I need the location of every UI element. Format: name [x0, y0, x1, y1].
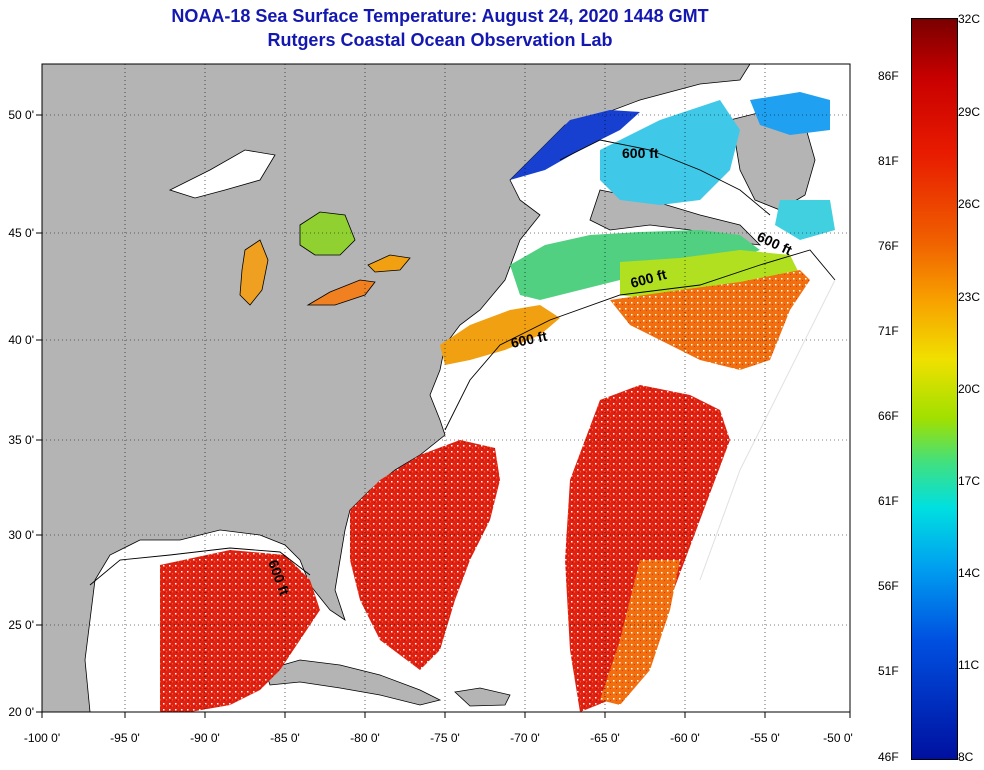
lake-erie: [306, 279, 376, 306]
temperature-colorbar: [911, 18, 958, 760]
lon-label: -75 0': [430, 731, 460, 745]
latitude-labels: 50 0' 45 0' 40 0' 35 0' 30 0' 25 0' 20 0…: [8, 108, 34, 719]
land-hispaniola: [454, 687, 511, 707]
sst-southeast-shelf: [350, 440, 500, 670]
sst-grand-banks: [775, 200, 835, 240]
lake-ontario: [367, 254, 411, 273]
graticule: [42, 64, 850, 712]
lat-label: 35 0': [8, 433, 34, 447]
colorbar-fahrenheit-label: 51F: [878, 664, 899, 678]
sst-mid-atlantic: [440, 305, 560, 365]
colorbar-fahrenheit-label: 81F: [878, 154, 899, 168]
colorbar-celsius-label: 20C: [958, 382, 981, 396]
lon-label: -95 0': [110, 731, 140, 745]
contour-label: 600 ft: [622, 145, 659, 161]
colorbar-fahrenheit-label: 56F: [878, 579, 899, 593]
colorbar-celsius-label: 23C: [958, 290, 981, 304]
longitude-labels: -100 0' -95 0' -90 0' -85 0' -80 0' -75 …: [24, 731, 853, 745]
lon-label: -70 0': [510, 731, 540, 745]
lake-huron: [299, 211, 356, 256]
colorbar-celsius-label: 14C: [958, 566, 981, 580]
sst-st-lawrence: [510, 110, 640, 180]
map-subtitle: Rutgers Coastal Ocean Observation Lab: [267, 30, 613, 50]
sst-sargasso-east: [565, 385, 730, 712]
lon-label: -60 0': [670, 731, 700, 745]
lon-label: -90 0': [190, 731, 220, 745]
lat-label: 50 0': [8, 108, 34, 122]
lon-label: -55 0': [750, 731, 780, 745]
sst-labrador: [750, 92, 830, 135]
land-cuba: [264, 659, 442, 706]
isobath-contour: [559, 139, 771, 216]
colorbar-fahrenheit-label: 71F: [878, 324, 899, 338]
lat-label: 30 0': [8, 528, 34, 542]
lake-superior: [168, 149, 276, 199]
lon-label: -85 0': [270, 731, 300, 745]
lon-label: -100 0': [24, 731, 60, 745]
sst-offshore-orange: [600, 560, 680, 705]
colorbar-celsius-label: 17C: [958, 474, 981, 488]
map-frame: [41, 63, 851, 713]
contour-label: 600 ft: [509, 328, 548, 351]
lake-michigan: [239, 239, 269, 306]
colorbar-fahrenheit-label: 46F: [878, 750, 899, 764]
colorbar-celsius-label: 29C: [958, 105, 981, 119]
colorbar-fahrenheit-label: 66F: [878, 409, 899, 423]
map-title: NOAA-18 Sea Surface Temperature: August …: [171, 6, 709, 26]
lon-label: -80 0': [350, 731, 380, 745]
colorbar-fahrenheit-label: 61F: [878, 494, 899, 508]
colorbar-fahrenheit-label: 76F: [878, 239, 899, 253]
swath-edge: [699, 279, 836, 581]
sst-scotian-shelf: [620, 250, 800, 300]
frame-ticks: [36, 114, 851, 718]
colorbar-celsius-label: 8C: [958, 750, 974, 764]
isobath-contour: [89, 547, 311, 586]
colorbar-celsius-label: 32C: [958, 12, 981, 26]
colorbar-celsius-label: 26C: [958, 197, 981, 211]
lon-label: -65 0': [590, 731, 620, 745]
lon-label: -50 0': [823, 731, 853, 745]
lat-label: 25 0': [8, 618, 34, 632]
sst-gulf-stream-north: [610, 270, 810, 370]
lat-label: 45 0': [8, 226, 34, 240]
isobath-contour: [444, 249, 836, 431]
sst-gulf-st-lawrence: [600, 100, 740, 205]
sst-gulf-of-mexico: [160, 550, 320, 712]
colorbar-celsius-label: 11C: [958, 658, 980, 672]
colorbar-fahrenheit-label: 86F: [878, 69, 899, 83]
lat-label: 40 0': [8, 333, 34, 347]
lat-label: 20 0': [8, 705, 34, 719]
